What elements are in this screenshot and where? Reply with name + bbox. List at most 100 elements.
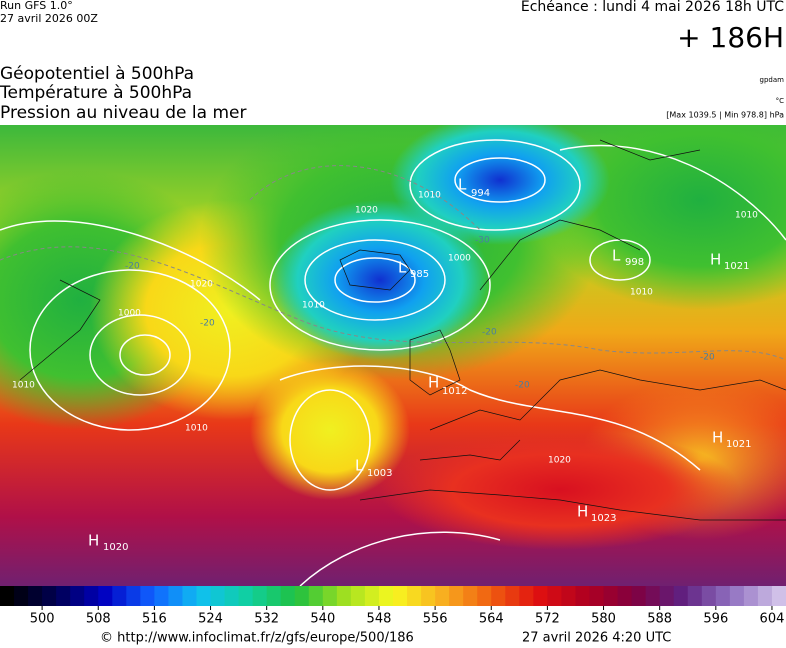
colorbar-tick-label: 580: [591, 612, 616, 627]
colorbar-tick-label: 604: [760, 612, 785, 627]
colorbar-cell: [687, 586, 703, 606]
colorbar-cell: [280, 586, 296, 606]
isobar-label: 1000: [448, 254, 471, 264]
unit-temperature: °C: [776, 97, 785, 105]
colorbar-tick-label: 516: [142, 612, 167, 627]
colorbar-cell: [350, 586, 366, 606]
colorbar-tick-label: 524: [198, 612, 223, 627]
isobar-label: 1020: [548, 456, 571, 466]
colorbar-cell: [603, 586, 619, 606]
colorbar-cell: [238, 586, 254, 606]
center-pressure: 985: [410, 269, 429, 280]
colorbar-cell: [393, 586, 408, 606]
colorbar-cell: [547, 586, 562, 606]
center-type: H: [428, 374, 439, 392]
colorbar-cell: [210, 586, 226, 606]
colorbar-cell: [477, 586, 492, 606]
colorbar-cell: [645, 586, 661, 606]
colorbar-tick-label: 556: [423, 612, 448, 627]
isobars: [0, 139, 786, 586]
isobar-label: 1010: [735, 211, 758, 221]
colorbar-cell: [14, 586, 29, 606]
center-type: L: [355, 457, 364, 475]
isobar-labels: 1020 1010 1000 1010 1020 1000 1010 1010 …: [12, 191, 758, 466]
center-type: L: [612, 247, 621, 265]
colorbar-tick-label: 532: [254, 612, 279, 627]
colorbar-cell: [715, 586, 731, 606]
map: L 994 L 985 L 998 H 1021 H 1012 H 1021 L 1003 H…: [0, 125, 786, 586]
coastlines: [19, 139, 786, 521]
colorbar-cell: [84, 586, 99, 606]
center-pressure: 1020: [103, 542, 128, 553]
colorbar-cell: [757, 586, 773, 606]
colorbar-cell: [575, 586, 590, 606]
isobar-label: 1010: [630, 288, 653, 298]
center-pressure: 998: [625, 257, 644, 268]
footer-date: 27 avril 2026 4:20 UTC: [522, 631, 671, 646]
center-pressure: 1012: [442, 386, 467, 397]
colorbar-cell: [519, 586, 534, 606]
colorbar-cell: [308, 586, 324, 606]
center-pressure: 1023: [591, 513, 616, 524]
colorbar-cell: [70, 586, 85, 606]
colorbar-cell: [743, 586, 759, 606]
center-type: H: [577, 503, 588, 521]
colorbar-cell: [364, 586, 380, 606]
pressure-extremes: [Max 1039.5 | Min 978.8] hPa: [666, 111, 784, 120]
echeance: Echéance : lundi 4 mai 2026 18h UTC: [521, 0, 784, 15]
center-pressure: 1003: [367, 468, 392, 479]
colorbar-tick-label: 500: [30, 612, 55, 627]
run-label: Run GFS 1.0°: [0, 0, 73, 12]
run-date: 27 avril 2026 00Z: [0, 12, 98, 25]
colorbar-cell: [435, 586, 450, 606]
center-pressure: 1021: [726, 439, 751, 450]
colorbar-cell: [421, 586, 436, 606]
colorbar-cell: [631, 586, 647, 606]
unit-geopotential: gpdam: [760, 76, 785, 84]
colorbar-cell: [126, 586, 141, 606]
footer-url: © http://www.infoclimat.fr/z/gfs/europe/…: [100, 631, 414, 646]
colorbar-tick-label: 548: [367, 612, 392, 627]
colorbar-cell: [378, 586, 394, 606]
colorbar-cell: [463, 586, 478, 606]
center-type: L: [458, 176, 467, 194]
colorbar-cell: [294, 586, 310, 606]
layer-title: Géopotentiel à 500hPa: [0, 64, 194, 84]
temperature-label: -20: [125, 262, 140, 272]
colorbar-tick-label: 596: [703, 612, 728, 627]
colorbar-cell: [196, 586, 212, 606]
colorbar-cell: [252, 586, 268, 606]
colorbar-tick-label: 564: [479, 612, 504, 627]
colorbar-cell: [659, 586, 675, 606]
colorbar-cell: [28, 586, 43, 606]
colorbar-cell: [98, 586, 113, 606]
layer-title: Température à 500hPa: [0, 83, 192, 103]
colorbar-cell: [140, 586, 155, 606]
center-type: H: [712, 429, 723, 447]
colorbar-cell: [729, 586, 745, 606]
colorbar-tick-label: 572: [535, 612, 560, 627]
isobar-label: 1020: [355, 206, 378, 216]
colorbar-cell: [771, 586, 786, 606]
colorbar-cell: [224, 586, 240, 606]
colorbar-cell: [589, 586, 605, 606]
colorbar-cell: [505, 586, 520, 606]
colorbar-cell: [673, 586, 689, 606]
colorbar-cell: [617, 586, 633, 606]
isobar-label: 1010: [185, 424, 208, 434]
isobar-label: 1020: [190, 280, 213, 290]
colorbar-cell: [42, 586, 57, 606]
colorbar-cell: [154, 586, 169, 606]
temperature-label: -20: [200, 319, 215, 329]
colorbar-tick-label: 540: [310, 612, 335, 627]
isotherms: [0, 165, 786, 361]
colorbar-cell: [701, 586, 717, 606]
colorbar-cell: [322, 586, 338, 606]
colorbar-cell: [112, 586, 127, 606]
isobar-label: 1010: [302, 301, 325, 311]
colorbar-cell: [561, 586, 576, 606]
colorbar-cell: [336, 586, 352, 606]
colorbar-cell: [491, 586, 506, 606]
colorbar-cell: [266, 586, 282, 606]
